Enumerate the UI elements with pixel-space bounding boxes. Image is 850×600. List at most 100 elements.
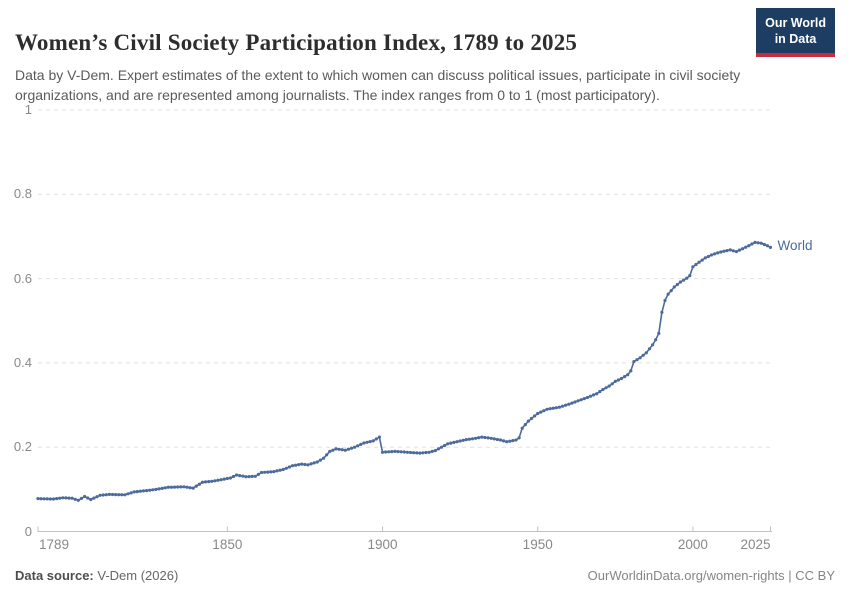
data-point	[489, 436, 493, 440]
y-tick-label: 0.6	[13, 270, 32, 286]
owid-logo-line1: Our World	[765, 16, 826, 30]
data-point	[114, 493, 118, 497]
owid-logo[interactable]: Our World in Data	[756, 8, 835, 57]
data-point	[443, 443, 447, 448]
data-point	[191, 486, 195, 490]
data-point	[79, 496, 84, 500]
data-point	[405, 450, 409, 454]
data-point	[750, 242, 754, 246]
data-point	[228, 476, 232, 480]
data-point	[588, 394, 593, 398]
data-point	[585, 395, 590, 400]
data-point	[551, 406, 555, 410]
data-point	[399, 450, 403, 454]
data-point	[213, 479, 217, 483]
data-point	[200, 480, 205, 484]
data-point	[58, 496, 62, 500]
data-point	[526, 419, 531, 423]
data-point	[387, 450, 391, 454]
data-point	[173, 485, 177, 489]
data-point	[744, 245, 748, 249]
data-point	[393, 449, 397, 453]
data-point	[598, 390, 602, 394]
data-point	[166, 485, 170, 489]
data-point	[685, 276, 689, 280]
data-point	[741, 247, 745, 251]
data-point	[353, 445, 357, 449]
data-point	[610, 382, 614, 386]
data-point	[554, 406, 558, 410]
data-point	[61, 496, 65, 500]
data-point	[573, 400, 577, 404]
data-point	[73, 497, 77, 501]
data-point	[579, 398, 583, 402]
data-point	[83, 494, 87, 499]
data-point	[365, 440, 369, 444]
x-tick-label: 1950	[522, 537, 553, 552]
data-point	[346, 447, 350, 451]
data-point	[523, 423, 527, 427]
data-point	[461, 438, 465, 442]
data-point	[604, 386, 608, 390]
data-point	[275, 469, 279, 473]
data-point	[424, 450, 428, 455]
data-point	[42, 497, 46, 501]
data-point	[210, 479, 214, 483]
data-point	[244, 475, 248, 479]
data-point	[654, 338, 658, 342]
data-point	[542, 409, 546, 413]
data-point	[89, 497, 93, 502]
data-point	[290, 464, 295, 468]
data-point	[725, 249, 729, 253]
y-tick-label: 1	[24, 102, 32, 117]
data-point	[197, 482, 201, 486]
data-point	[362, 441, 366, 445]
data-point	[374, 437, 378, 441]
data-point	[231, 474, 236, 479]
data-point	[241, 474, 245, 478]
data-point	[86, 496, 90, 500]
data-point	[179, 485, 183, 489]
y-tick-label: 0.8	[13, 186, 32, 202]
data-point	[380, 450, 385, 454]
data-point	[126, 492, 130, 496]
data-point	[759, 241, 763, 245]
data-point	[390, 450, 394, 454]
data-point	[266, 470, 270, 474]
data-point	[455, 440, 459, 444]
data-point	[331, 448, 335, 452]
data-point	[464, 438, 468, 442]
data-point	[123, 493, 127, 497]
data-point	[694, 262, 698, 267]
data-point	[278, 468, 282, 472]
data-point	[368, 440, 372, 444]
data-point	[101, 493, 105, 497]
data-point	[250, 474, 254, 478]
data-point	[328, 449, 332, 453]
data-point	[325, 453, 329, 457]
data-point	[716, 251, 720, 255]
data-point	[51, 497, 56, 501]
credit-link[interactable]: OurWorldinData.org/women-rights | CC BY	[587, 568, 835, 583]
data-point	[703, 256, 707, 260]
data-point	[148, 488, 152, 492]
data-point	[92, 496, 96, 500]
data-point	[495, 437, 499, 442]
data-point	[207, 480, 211, 484]
data-point	[418, 451, 422, 455]
data-point	[446, 442, 450, 446]
data-point	[436, 447, 440, 451]
data-point	[169, 485, 174, 489]
data-point	[768, 245, 773, 249]
data-point	[582, 397, 586, 401]
data-point	[322, 456, 326, 460]
data-point	[359, 442, 363, 446]
data-point	[132, 490, 136, 494]
data-point	[306, 463, 310, 467]
data-point	[647, 347, 652, 351]
data-point	[439, 445, 444, 449]
data-point	[502, 439, 506, 443]
data-point	[185, 485, 189, 489]
data-point	[263, 470, 267, 474]
